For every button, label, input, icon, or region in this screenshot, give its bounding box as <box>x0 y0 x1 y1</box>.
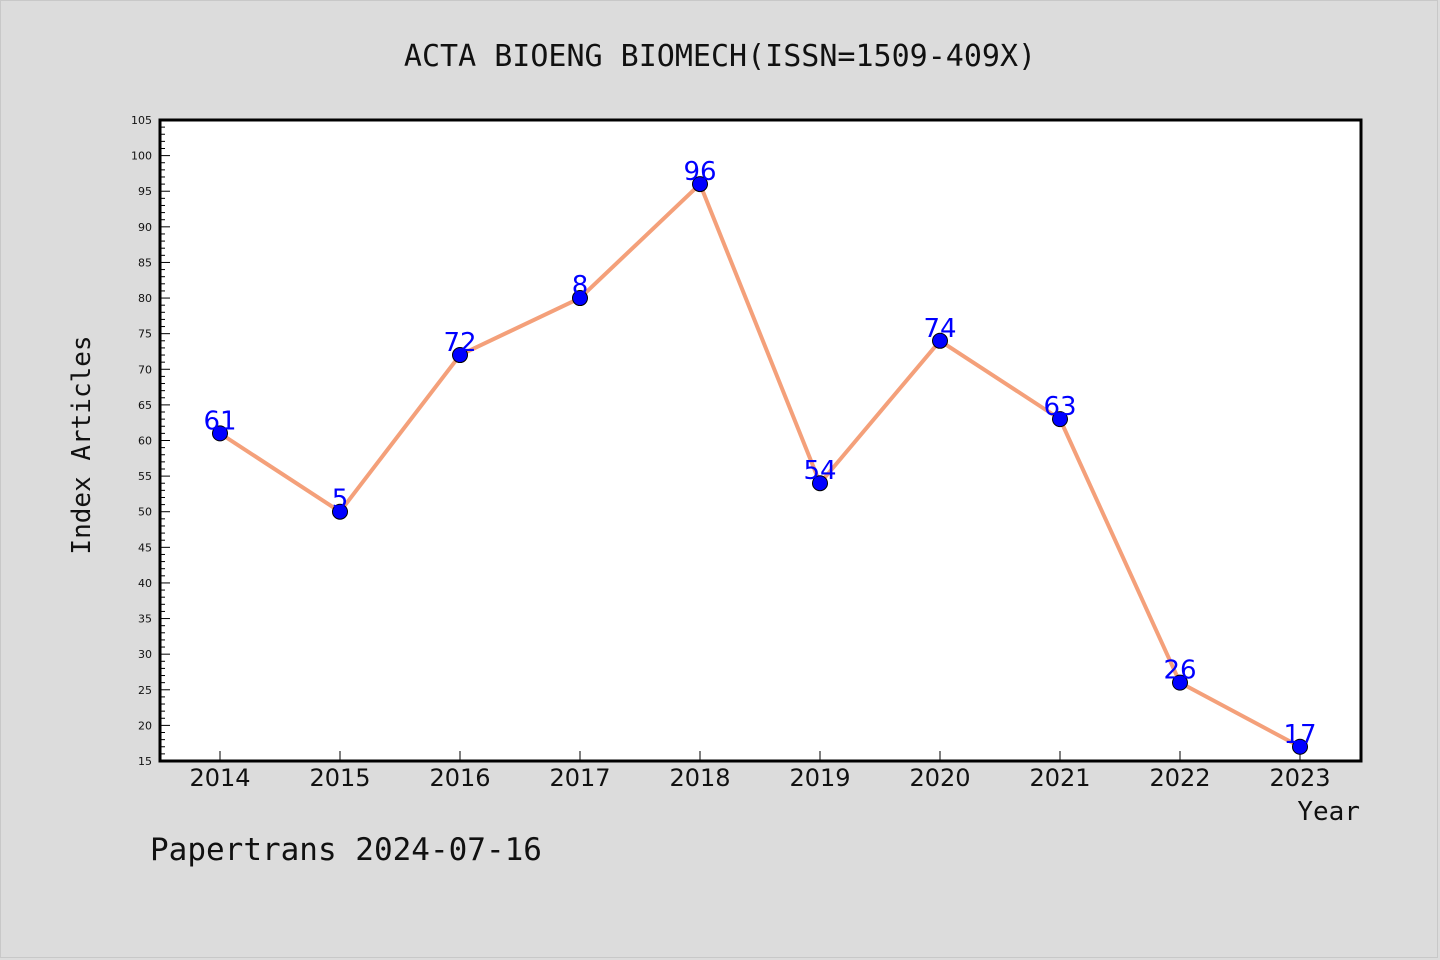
x-tick-label: 2015 <box>309 764 370 792</box>
chart-title: ACTA BIOENG BIOMECH(ISSN=1509-409X) <box>404 39 1036 74</box>
data-label: 96 <box>683 157 716 187</box>
data-label: 63 <box>1043 392 1076 422</box>
footer-stamp: Papertrans 2024-07-16 <box>150 832 542 868</box>
data-label: 17 <box>1283 720 1316 750</box>
y-tick-label: 45 <box>138 541 152 554</box>
x-tick-label: 2020 <box>909 764 970 792</box>
data-point <box>812 475 828 492</box>
y-tick-label: 100 <box>131 150 152 163</box>
x-tick-label: 2022 <box>1149 764 1210 792</box>
y-axis-label: Index Articles <box>67 335 97 554</box>
data-point <box>1052 411 1068 428</box>
data-point <box>1172 674 1188 691</box>
data-label: 72 <box>443 328 476 358</box>
plot-area <box>158 118 1363 763</box>
y-tick-label: 20 <box>138 719 152 732</box>
y-tick-label: 65 <box>138 399 152 412</box>
series-line-group: 61 5 72 8 96 54 74 63 26 17 <box>203 157 1317 755</box>
x-tick-label: 2014 <box>189 764 250 792</box>
data-point <box>332 503 348 520</box>
y-tick-label: 80 <box>138 292 152 305</box>
data-point <box>932 332 948 349</box>
y-tick-label: 55 <box>138 470 152 483</box>
data-label: 8 <box>572 271 589 301</box>
data-point <box>572 290 588 307</box>
data-label: 61 <box>203 406 236 436</box>
y-tick-label: 15 <box>138 755 152 768</box>
y-tick-label: 75 <box>138 328 152 341</box>
data-point <box>1292 738 1308 755</box>
x-tick-label: 2019 <box>789 764 850 792</box>
data-label: 26 <box>1163 656 1196 686</box>
x-tick-label: 2021 <box>1029 764 1090 792</box>
y-tick-label: 40 <box>138 577 152 590</box>
y-tick-label: 70 <box>138 363 152 376</box>
y-tick-label: 25 <box>138 684 152 697</box>
y-tick-label: 105 <box>131 114 152 127</box>
x-tick-label: 2016 <box>429 764 490 792</box>
data-point <box>692 176 708 193</box>
x-tick-label: 2018 <box>669 764 730 792</box>
series-line <box>218 182 1301 749</box>
data-label: 5 <box>332 485 349 515</box>
x-tick-label: 2023 <box>1269 764 1330 792</box>
y-tick-label: 30 <box>138 648 152 661</box>
x-axis-label: Year <box>1297 797 1360 827</box>
data-label: 54 <box>803 456 836 486</box>
y-tick-label: 85 <box>138 256 152 269</box>
data-point <box>452 347 468 364</box>
y-tick-label: 90 <box>138 221 152 234</box>
y-tick-label: 95 <box>138 185 152 198</box>
data-label: 74 <box>923 314 956 344</box>
y-axis: 15 20 25 30 35 40 45 50 55 60 65 70 75 80 85 90 95 100 105 <box>131 114 170 768</box>
data-point <box>212 425 228 442</box>
x-tick-label: 2017 <box>549 764 610 792</box>
y-tick-label: 60 <box>138 435 152 448</box>
y-tick-label: 35 <box>138 613 152 626</box>
y-tick-label: 50 <box>138 506 152 519</box>
x-axis: 2014 2015 2016 2017 2018 2019 2020 2021 2022 2023 <box>189 751 1331 792</box>
